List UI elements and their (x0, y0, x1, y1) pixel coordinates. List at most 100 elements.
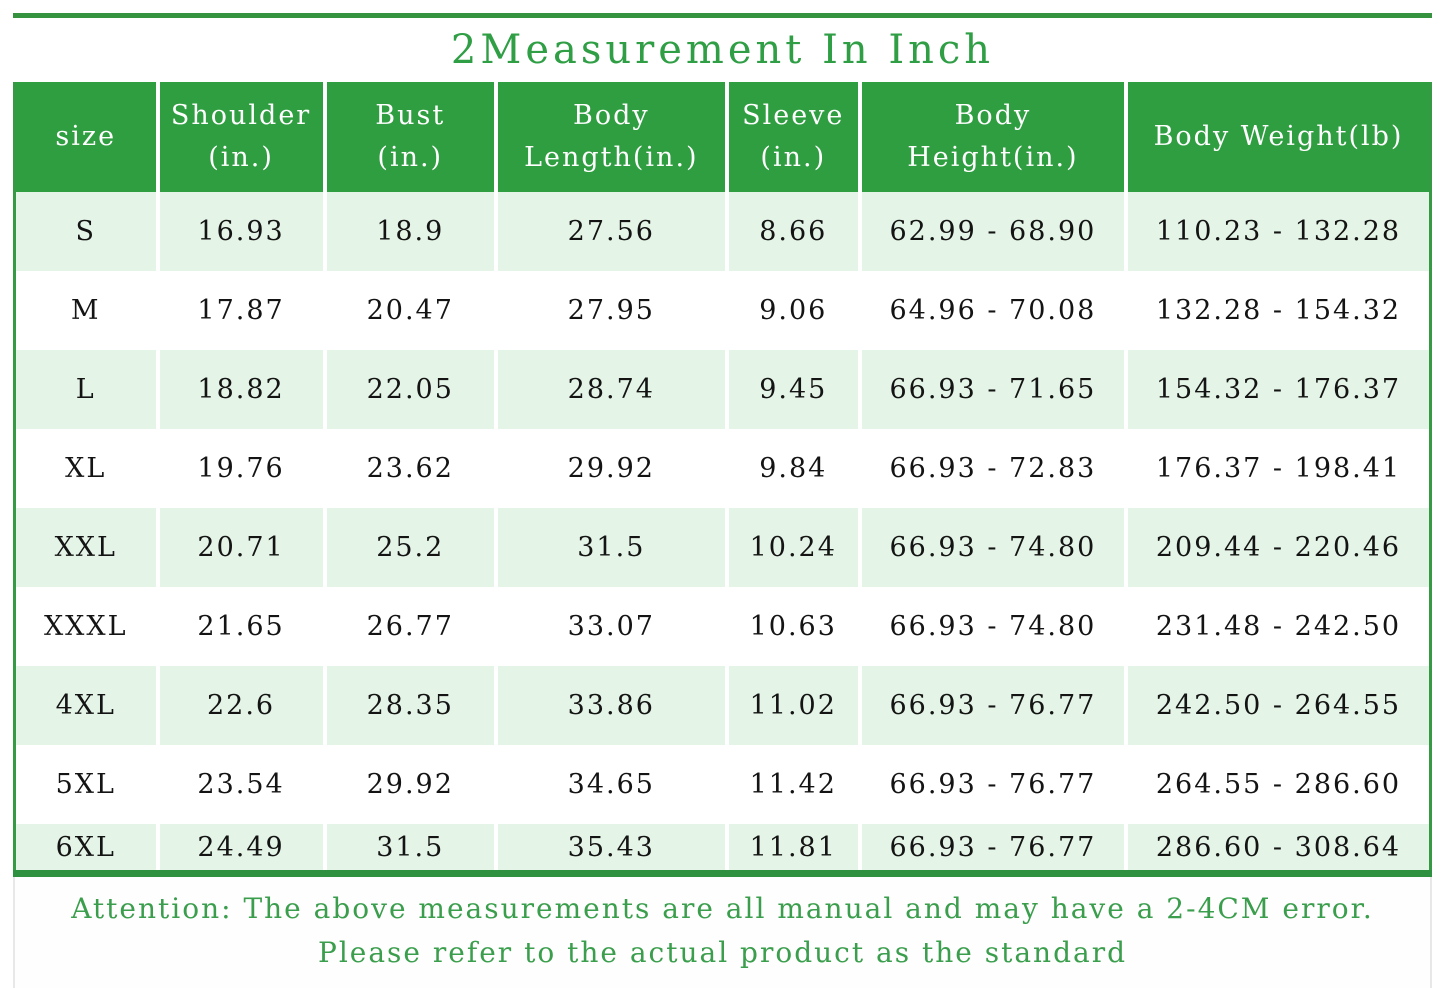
column-header-body-height: Body Height(in.) (859, 82, 1129, 192)
shoulder-cell: 24.49 (157, 824, 327, 870)
size-cell: 5XL (14, 745, 160, 824)
table-row-4xl: 4XL 22.6 28.35 33.86 11.02 66.93 - 76.77… (14, 666, 1431, 745)
page-title: 2Measurement In Inch (450, 27, 995, 73)
body-height-cell: 66.93 - 74.80 (859, 508, 1129, 587)
body-length-cell: 33.07 (495, 587, 729, 666)
bust-cell: 25.2 (324, 508, 498, 587)
body-weight-cell: 110.23 - 132.28 (1126, 192, 1431, 271)
sleeve-cell: 11.02 (726, 666, 862, 745)
body-weight-cell: 209.44 - 220.46 (1126, 508, 1431, 587)
header-unit: Length(in.) (524, 142, 699, 173)
column-header-sleeve: Sleeve (in.) (726, 82, 862, 192)
body-length-cell: 31.5 (495, 508, 729, 587)
sleeve-cell: 8.66 (726, 192, 862, 271)
body-height-cell: 64.96 - 70.08 (859, 271, 1129, 350)
body-length-cell: 29.92 (495, 429, 729, 508)
shoulder-cell: 16.93 (157, 192, 327, 271)
header-label: Body (954, 100, 1032, 132)
size-cell: XL (14, 429, 160, 508)
table-body: S 16.93 18.9 27.56 8.66 62.99 - 68.90 11… (14, 192, 1431, 870)
shoulder-cell: 17.87 (157, 271, 327, 350)
table-row-xxl: XXL 20.71 25.2 31.5 10.24 66.93 - 74.80 … (14, 508, 1431, 587)
body-height-cell: 66.93 - 74.80 (859, 587, 1129, 666)
top-divider-bar (13, 13, 1432, 18)
bust-cell: 20.47 (324, 271, 498, 350)
header-unit: (in.) (208, 142, 274, 173)
shoulder-cell: 18.82 (157, 350, 327, 429)
table-row-5xl: 5XL 23.54 29.92 34.65 11.42 66.93 - 76.7… (14, 745, 1431, 824)
body-height-cell: 66.93 - 76.77 (859, 666, 1129, 745)
size-cell: 6XL (14, 824, 160, 870)
body-length-cell: 35.43 (495, 824, 729, 870)
bust-cell: 29.92 (324, 745, 498, 824)
body-height-cell: 66.93 - 72.83 (859, 429, 1129, 508)
bust-cell: 23.62 (324, 429, 498, 508)
sleeve-cell: 9.06 (726, 271, 862, 350)
table-row-xxxl: XXXL 21.65 26.77 33.07 10.63 66.93 - 74.… (14, 587, 1431, 666)
body-length-cell: 34.65 (495, 745, 729, 824)
body-length-cell: 28.74 (495, 350, 729, 429)
header-label: Body (573, 100, 650, 132)
header-unit: (in.) (377, 142, 444, 173)
size-cell: S (14, 192, 160, 271)
body-height-cell: 66.93 - 76.77 (859, 824, 1129, 870)
body-weight-cell: 231.48 - 242.50 (1126, 587, 1431, 666)
column-header-size: size (14, 82, 160, 192)
body-height-cell: 62.99 - 68.90 (859, 192, 1129, 271)
body-length-cell: 27.95 (495, 271, 729, 350)
table-header: size Shoulder (in.) Bust (in.) Body Leng… (14, 82, 1431, 192)
table-row-s: S 16.93 18.9 27.56 8.66 62.99 - 68.90 11… (14, 192, 1431, 271)
bottom-divider-bar (13, 870, 1432, 877)
column-header-shoulder: Shoulder (in.) (157, 82, 327, 192)
table-row-xl: XL 19.76 23.62 29.92 9.84 66.93 - 72.83 … (14, 429, 1431, 508)
bust-cell: 28.35 (324, 666, 498, 745)
header-row: size Shoulder (in.) Bust (in.) Body Leng… (14, 82, 1431, 192)
column-header-body-length: Body Length(in.) (495, 82, 729, 192)
bust-cell: 22.05 (324, 350, 498, 429)
body-weight-cell: 286.60 - 308.64 (1126, 824, 1431, 870)
sleeve-cell: 11.81 (726, 824, 862, 870)
header-label: Sleeve (742, 100, 845, 132)
body-weight-cell: 264.55 - 286.60 (1126, 745, 1431, 824)
header-label: Shoulder (170, 100, 312, 132)
header-label: Bust (375, 100, 446, 132)
body-length-cell: 27.56 (495, 192, 729, 271)
sleeve-cell: 11.42 (726, 745, 862, 824)
title-area: 2Measurement In Inch (13, 18, 1432, 82)
size-cell: L (14, 350, 160, 429)
body-height-cell: 66.93 - 76.77 (859, 745, 1129, 824)
bust-cell: 26.77 (324, 587, 498, 666)
shoulder-cell: 20.71 (157, 508, 327, 587)
column-header-body-weight: Body Weight(lb) (1126, 82, 1431, 192)
header-unit: (in.) (760, 142, 827, 173)
shoulder-cell: 22.6 (157, 666, 327, 745)
sleeve-cell: 9.84 (726, 429, 862, 508)
header-unit: Height(in.) (907, 142, 1079, 173)
table-row-m: M 17.87 20.47 27.95 9.06 64.96 - 70.08 1… (14, 271, 1431, 350)
size-measurement-table: size Shoulder (in.) Bust (in.) Body Leng… (13, 82, 1432, 870)
attention-note-line-2: Please refer to the actual product as th… (318, 936, 1127, 969)
attention-note-box: Attention: The above measurements are al… (13, 877, 1432, 988)
size-cell: XXXL (14, 587, 160, 666)
sleeve-cell: 10.24 (726, 508, 862, 587)
shoulder-cell: 19.76 (157, 429, 327, 508)
body-weight-cell: 132.28 - 154.32 (1126, 271, 1431, 350)
size-cell: M (14, 271, 160, 350)
table-row-l: L 18.82 22.05 28.74 9.45 66.93 - 71.65 1… (14, 350, 1431, 429)
body-length-cell: 33.86 (495, 666, 729, 745)
column-header-bust: Bust (in.) (324, 82, 498, 192)
body-weight-cell: 154.32 - 176.37 (1126, 350, 1431, 429)
body-weight-cell: 242.50 - 264.55 (1126, 666, 1431, 745)
bust-cell: 31.5 (324, 824, 498, 870)
table-row-6xl: 6XL 24.49 31.5 35.43 11.81 66.93 - 76.77… (14, 824, 1431, 870)
sleeve-cell: 10.63 (726, 587, 862, 666)
header-label: Body Weight(lb) (1153, 121, 1404, 153)
body-weight-cell: 176.37 - 198.41 (1126, 429, 1431, 508)
bust-cell: 18.9 (324, 192, 498, 271)
shoulder-cell: 23.54 (157, 745, 327, 824)
attention-note-line-1: Attention: The above measurements are al… (71, 892, 1374, 925)
body-height-cell: 66.93 - 71.65 (859, 350, 1129, 429)
size-cell: 4XL (14, 666, 160, 745)
sleeve-cell: 9.45 (726, 350, 862, 429)
